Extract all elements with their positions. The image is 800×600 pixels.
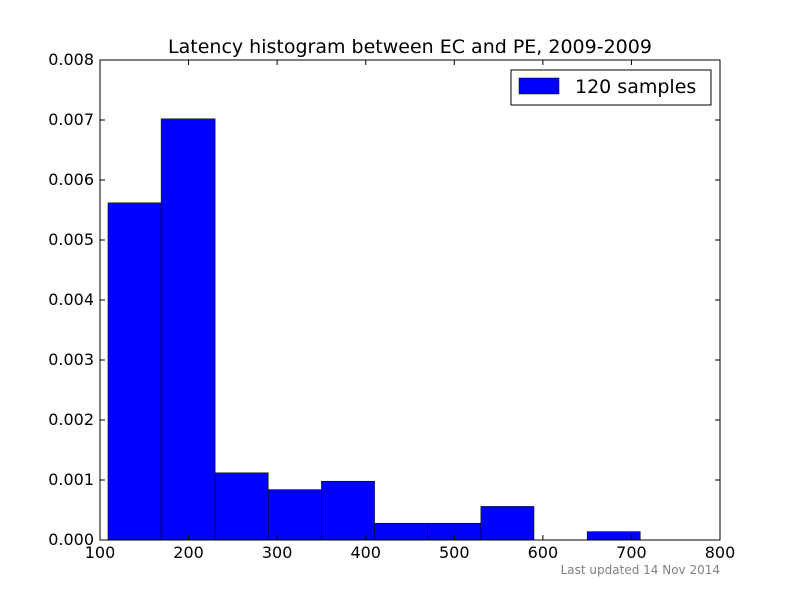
x-tick-label: 700 (616, 543, 647, 562)
x-tick-label: 100 (85, 543, 116, 562)
y-tick-label: 0.005 (48, 230, 94, 249)
y-tick-label: 0.003 (48, 350, 94, 369)
histogram-bar (321, 480, 375, 541)
last-updated-note: Last updated 14 Nov 2014 (561, 563, 720, 577)
x-tick-label: 200 (173, 543, 204, 562)
y-tick-label: 0.006 (48, 170, 94, 189)
x-tick-label: 600 (528, 543, 559, 562)
histogram-bar (480, 506, 535, 541)
y-tick-label: 0.007 (48, 110, 94, 129)
histogram-bar (160, 118, 216, 541)
x-tick-label: 300 (262, 543, 293, 562)
histogram-bar (214, 472, 269, 541)
y-tick-label: 0.008 (48, 50, 94, 69)
histogram-bar (586, 531, 641, 541)
legend-swatch (518, 77, 560, 95)
y-tick-label: 0.000 (48, 530, 94, 549)
y-tick-label: 0.001 (48, 470, 94, 489)
histogram-bars (107, 118, 641, 541)
x-tick-label: 500 (439, 543, 470, 562)
plot-frame (99, 59, 721, 541)
x-tick-label: 400 (350, 543, 381, 562)
y-tick-label: 0.004 (48, 290, 94, 309)
axis-ticks: 100 200 300 400 500 600 700 800 0.000 0.001 0.002 0… (48, 50, 735, 562)
chart-title: Latency histogram between EC and PE, 200… (168, 36, 652, 58)
histogram-bar (268, 489, 322, 541)
y-tick-label: 0.002 (48, 410, 94, 429)
histogram-bar (107, 202, 162, 541)
legend: 120 samples (510, 69, 712, 106)
x-tick-label: 800 (705, 543, 736, 562)
histogram-bar (374, 522, 428, 541)
legend-label: 120 samples (575, 76, 696, 98)
